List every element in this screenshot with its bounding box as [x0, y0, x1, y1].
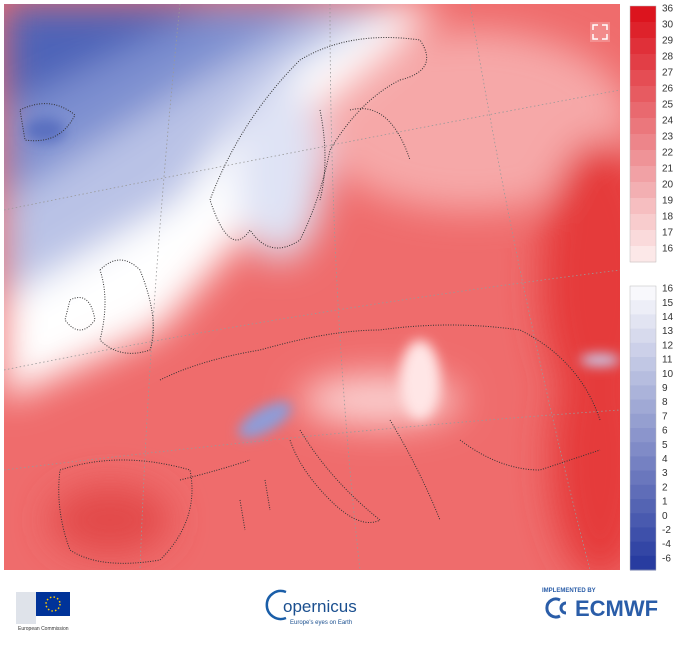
- expand-icon[interactable]: [590, 22, 610, 42]
- colorbar-segment: [630, 385, 656, 401]
- colorbar-label: 16: [662, 284, 674, 295]
- colorbar-segment: [630, 300, 656, 315]
- ecmwf-name: ECMWF: [575, 596, 658, 621]
- colorbar-label: 23: [662, 132, 674, 143]
- colorbar-label: -6: [662, 553, 671, 564]
- ecmwf-logo: IMPLEMENTED BY ECMWF: [542, 588, 658, 621]
- colorbar-label: 24: [662, 116, 674, 127]
- colorbar-label: 28: [662, 52, 674, 63]
- colorbar-segment: [630, 246, 656, 263]
- colorbar-label: 22: [662, 148, 674, 159]
- colorbar-label: 25: [662, 100, 674, 111]
- colorbar-label: 29: [662, 36, 674, 47]
- colorbar-label: 26: [662, 84, 674, 95]
- colorbar-label: 10: [662, 369, 674, 380]
- colorbar-label: 7: [662, 411, 668, 422]
- colorbar-label: -4: [662, 539, 671, 550]
- eu-logo: European Commission: [16, 592, 70, 632]
- colorbar-label: 5: [662, 440, 668, 451]
- colorbar-label: 36: [662, 4, 674, 15]
- copernicus-name: opernicus: [283, 597, 357, 616]
- coastlines: [19, 37, 601, 564]
- colorbar-segment: [630, 182, 656, 199]
- colorbar-segment: [630, 150, 656, 167]
- colorbar-segment: [630, 214, 656, 231]
- colorbar-label: 27: [662, 68, 674, 79]
- colorbar-label: 14: [662, 312, 674, 323]
- colorbar-frame: [629, 285, 657, 571]
- ecmwf-caption: IMPLEMENTED BY: [542, 588, 596, 594]
- colorbar-segment: [630, 328, 656, 344]
- colorbar-label: 18: [662, 212, 674, 223]
- colorbar-segment: [630, 134, 656, 151]
- colorbar-segment: [630, 428, 656, 443]
- colorbar-label: 4: [662, 454, 668, 465]
- colorbar-segment: [630, 555, 656, 571]
- colorbar-segment: [630, 70, 656, 87]
- colorbar-label: 1: [662, 497, 668, 508]
- colorbar-label: 20: [662, 180, 674, 191]
- colorbar-label: 6: [662, 426, 668, 437]
- graticule: [4, 4, 620, 570]
- colorbar-segment: [630, 342, 656, 358]
- colorbar-label: 2: [662, 482, 668, 493]
- colorbar-label: 12: [662, 340, 674, 351]
- colorbar-segment: [630, 541, 656, 557]
- footer: European Commission opernicus Europe's e…: [16, 588, 658, 632]
- colorbar-segment: [630, 413, 656, 429]
- colorbar-label: 30: [662, 20, 674, 31]
- colorbar-segment: [630, 166, 656, 183]
- colorbar-label: 0: [662, 511, 668, 522]
- colorbar-label: 19: [662, 196, 674, 207]
- colorbar-segment: [630, 230, 656, 247]
- colorbar-segment: [630, 442, 656, 457]
- colorbar-segment: [630, 198, 656, 215]
- temperature-map: [4, 4, 620, 570]
- colorbar-label: 3: [662, 468, 668, 479]
- colorbar-segment: [630, 118, 656, 135]
- eu-name: European Commission: [18, 626, 69, 632]
- colorbar-segment: [630, 527, 656, 543]
- colorbar-label: 13: [662, 326, 674, 337]
- colorbar-upper: 36 30 29 28 27 26 25 24 23 22 21 20 19 18 17 16: [629, 4, 674, 263]
- colorbar-label: 8: [662, 397, 668, 408]
- colorbar-label: -2: [662, 525, 671, 536]
- colorbar-label: 15: [662, 298, 674, 309]
- copernicus-logo: opernicus Europe's eyes on Earth: [265, 589, 357, 626]
- colorbar-segment: [630, 470, 656, 486]
- colorbar-label: 16: [662, 244, 674, 255]
- colorbar-segment: [630, 6, 656, 23]
- colorbar-segment: [630, 314, 656, 330]
- colorbar-label: 11: [662, 355, 673, 366]
- colorbar-segment: [630, 54, 656, 71]
- colorbar-segment: [630, 399, 656, 415]
- colorbar-segment: [630, 86, 656, 103]
- colorbar-segment: [630, 286, 656, 301]
- colorbar-segment: [630, 102, 656, 119]
- colorbar-label: 21: [662, 164, 674, 175]
- copernicus-tagline: Europe's eyes on Earth: [290, 620, 352, 626]
- colorbar-segment: [630, 484, 656, 500]
- colorbar-segment: [630, 371, 656, 386]
- colorbar-segment: [630, 456, 656, 472]
- colorbar-segment: [630, 499, 656, 514]
- colorbar-label: 17: [662, 228, 674, 239]
- colorbar-segment: [630, 513, 656, 528]
- colorbar-label: 9: [662, 383, 668, 394]
- colorbar-segment: [630, 22, 656, 39]
- colorbar-frame: [629, 5, 657, 263]
- colorbar-segment: [630, 38, 656, 55]
- colorbar-segment: [630, 357, 656, 372]
